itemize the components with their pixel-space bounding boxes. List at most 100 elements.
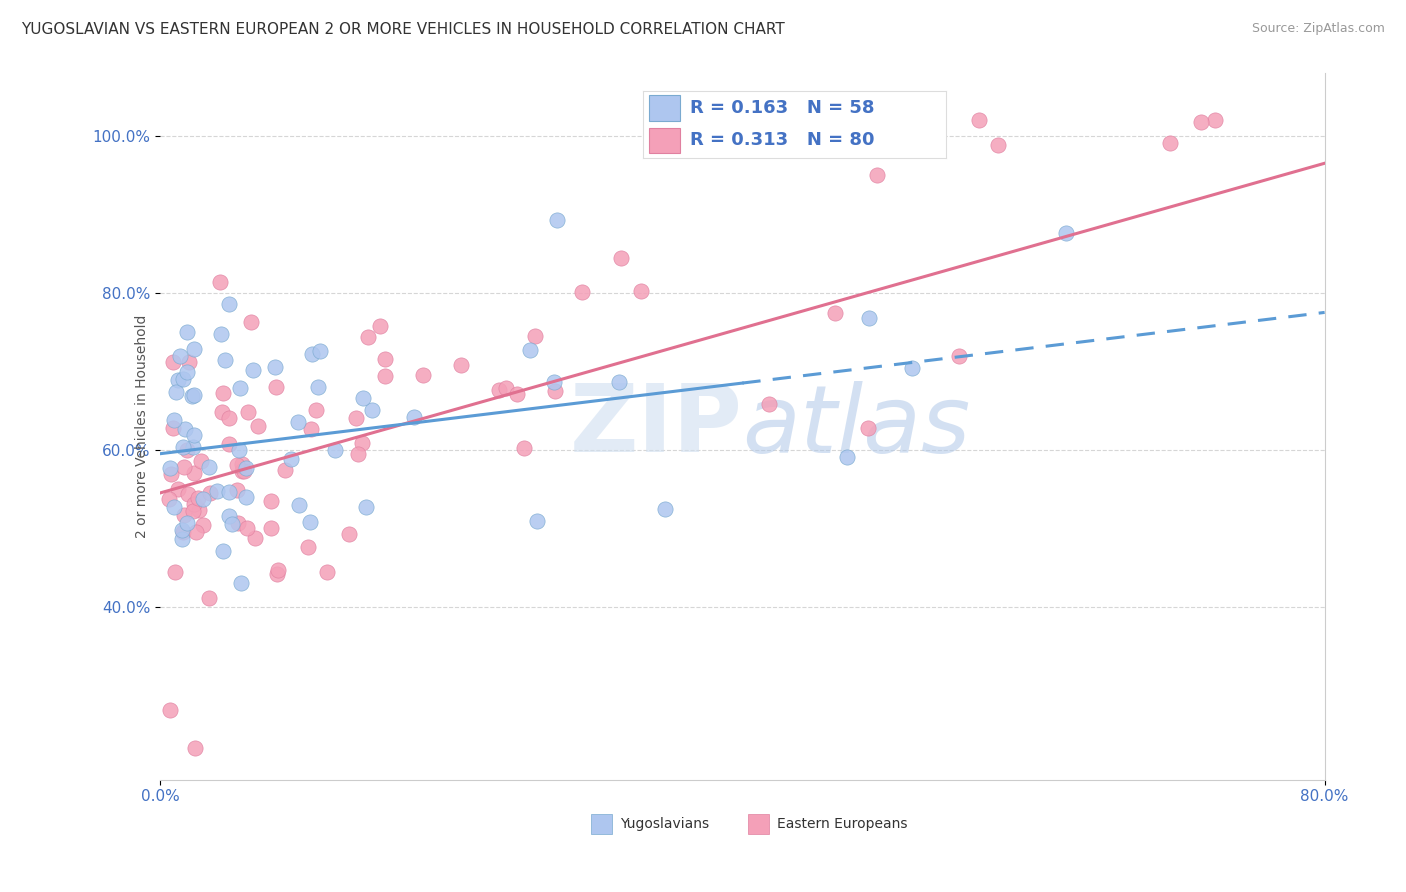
Point xyxy=(169,349,191,363)
Point xyxy=(274,463,297,477)
Point xyxy=(266,567,288,582)
FancyBboxPatch shape xyxy=(591,814,612,834)
Point xyxy=(280,452,302,467)
Point xyxy=(495,381,517,395)
Point xyxy=(607,375,630,389)
Point xyxy=(233,464,256,478)
Point xyxy=(238,405,260,419)
Point xyxy=(212,386,235,401)
Point xyxy=(229,576,252,591)
Point xyxy=(221,516,243,531)
Point xyxy=(198,460,221,475)
Point xyxy=(901,361,924,376)
Point xyxy=(191,491,214,506)
Point xyxy=(571,285,593,300)
Point xyxy=(165,384,187,399)
Point xyxy=(218,485,240,500)
Point xyxy=(191,518,214,533)
Point xyxy=(162,355,184,369)
Point xyxy=(610,251,633,265)
Point xyxy=(162,420,184,434)
Point xyxy=(218,437,240,451)
Point xyxy=(226,458,249,473)
Point xyxy=(856,421,879,435)
Point xyxy=(235,490,257,504)
Point xyxy=(305,402,328,417)
Text: ZIP: ZIP xyxy=(569,380,742,472)
Point xyxy=(159,467,181,481)
Point xyxy=(187,491,209,506)
Point xyxy=(866,168,889,182)
Point xyxy=(1204,113,1226,128)
Point xyxy=(858,310,880,325)
Point xyxy=(218,297,240,311)
Point xyxy=(183,342,205,356)
Point xyxy=(524,329,547,343)
Point xyxy=(183,388,205,402)
Point xyxy=(159,460,181,475)
Point xyxy=(231,458,253,472)
Point xyxy=(183,466,205,480)
Point xyxy=(157,492,180,507)
Point xyxy=(323,442,346,457)
Point xyxy=(172,440,194,454)
Point xyxy=(264,380,287,394)
Point xyxy=(167,482,190,496)
Point xyxy=(183,428,205,442)
Point xyxy=(301,347,323,361)
Point xyxy=(519,343,541,358)
Point xyxy=(172,372,194,386)
Point xyxy=(299,422,322,436)
Point xyxy=(450,358,472,372)
Point xyxy=(197,591,219,605)
Text: atlas: atlas xyxy=(742,381,970,472)
Point xyxy=(260,521,283,535)
Point xyxy=(200,486,222,500)
Point xyxy=(352,391,374,405)
Point xyxy=(374,368,396,383)
Text: Yugoslavians: Yugoslavians xyxy=(620,817,709,831)
Point xyxy=(240,314,263,328)
Point xyxy=(346,410,368,425)
Point xyxy=(316,565,339,579)
Point xyxy=(354,500,377,514)
Point xyxy=(190,454,212,468)
Point xyxy=(242,363,264,377)
Point xyxy=(173,422,195,436)
Point xyxy=(211,405,233,419)
Point xyxy=(209,275,232,289)
Point xyxy=(170,532,193,546)
Point xyxy=(176,365,198,379)
Point xyxy=(1159,136,1181,150)
Point xyxy=(1054,227,1077,241)
Point xyxy=(245,531,267,545)
Point xyxy=(526,514,548,528)
Point xyxy=(288,498,311,512)
Point xyxy=(159,703,181,717)
Point xyxy=(179,355,201,369)
Point xyxy=(228,443,250,458)
Point xyxy=(214,353,236,368)
Text: YUGOSLAVIAN VS EASTERN EUROPEAN 2 OR MORE VEHICLES IN HOUSEHOLD CORRELATION CHAR: YUGOSLAVIAN VS EASTERN EUROPEAN 2 OR MOR… xyxy=(21,22,785,37)
Point xyxy=(163,413,186,427)
Point xyxy=(402,409,425,424)
Point xyxy=(172,525,194,540)
Point xyxy=(654,502,676,516)
Point xyxy=(299,515,322,529)
Point xyxy=(181,504,204,518)
Point xyxy=(170,524,193,538)
Point xyxy=(205,484,228,499)
Point xyxy=(177,487,200,501)
Point xyxy=(176,326,198,340)
Point xyxy=(339,527,361,541)
Point xyxy=(229,381,252,395)
Point xyxy=(546,213,568,227)
Point xyxy=(783,113,806,128)
Point xyxy=(225,483,247,497)
Point xyxy=(264,360,287,375)
Point xyxy=(173,508,195,523)
Point xyxy=(544,384,567,398)
Point xyxy=(260,494,283,508)
Text: Eastern Europeans: Eastern Europeans xyxy=(778,817,908,831)
Point xyxy=(346,447,368,461)
